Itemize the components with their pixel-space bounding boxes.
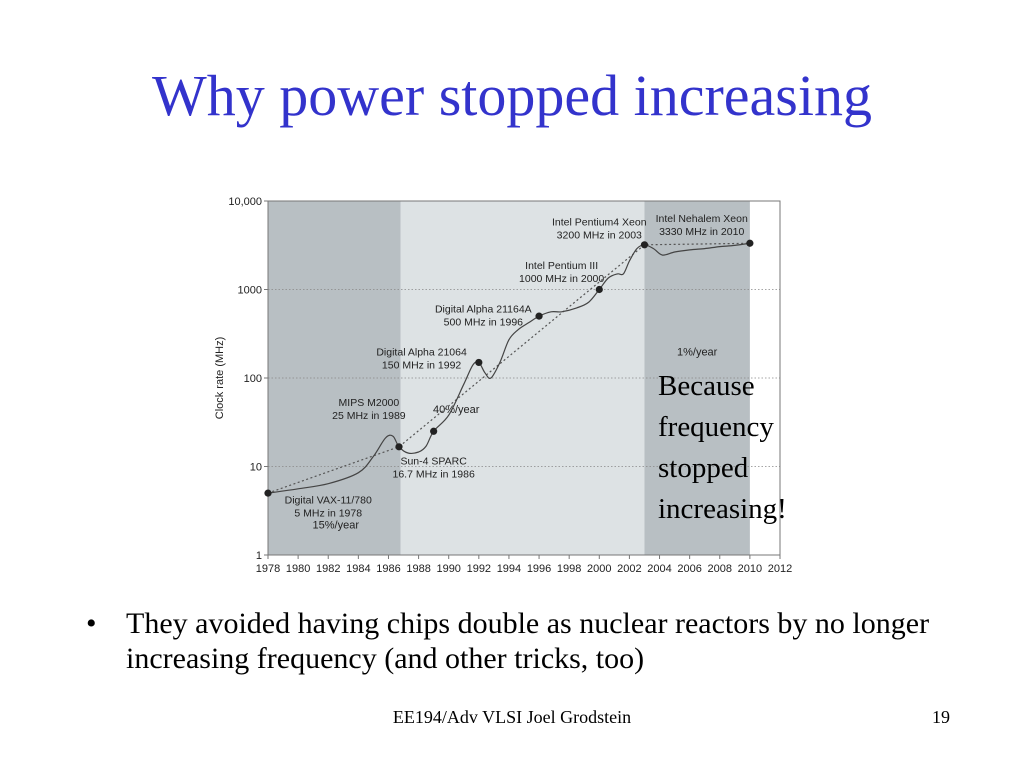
y-tick-label: 100 (244, 373, 262, 385)
x-tick-label: 1998 (557, 563, 581, 575)
callout-line: Because (658, 370, 755, 402)
slide-title: Why power stopped increasing (152, 63, 872, 128)
shaded-region (400, 201, 645, 555)
data-point (595, 285, 603, 294)
data-point (395, 443, 403, 451)
data-point-label-line: Digital Alpha 21064 (376, 346, 467, 358)
x-tick-label: 1994 (497, 563, 521, 575)
callout-text: Because frequency stopped increasing! (658, 366, 787, 530)
x-tick-label: 2004 (647, 563, 671, 575)
data-point (475, 358, 483, 367)
x-tick-label: 1992 (467, 563, 491, 575)
callout-line: increasing! (658, 493, 787, 525)
data-point-label: Intel Pentium4 Xeon 3200 MHz in 2003 (552, 216, 647, 241)
data-point-label-line: Intel Nehalem Xeon (656, 213, 748, 225)
region-rate-label: 40%/year (433, 404, 480, 416)
data-point-label-line: Sun-4 SPARC (400, 456, 467, 468)
data-point-label-line: Digital Alpha 21164A (435, 303, 532, 315)
y-tick-label: 1 (256, 550, 262, 562)
data-point-label: Intel Nehalem Xeon 3330 MHz in 2010 (656, 213, 748, 238)
callout-line: stopped (658, 452, 749, 484)
y-axis-label: Clock rate (MHz) (214, 337, 226, 420)
bullet-dot-icon: • (86, 607, 97, 640)
data-point-label-line: 25 MHz in 1989 (332, 410, 406, 422)
data-point-label-line: 3330 MHz in 2010 (659, 226, 744, 238)
data-point-label-line: 3200 MHz in 2003 (557, 229, 642, 241)
data-point-label-line: 16.7 MHz in 1986 (392, 469, 474, 481)
y-tick-label: 10 (250, 462, 262, 474)
y-tick-label: 10,000 (228, 196, 262, 208)
data-point-label-line: Intel Pentium4 Xeon (552, 216, 647, 228)
data-point-label-line: Intel Pentium III (525, 260, 598, 272)
data-point-label: Digital VAX-11/780 5 MHz in 1978 (285, 495, 372, 520)
plot-area: 1 10 100 1000 10,000 1978 1980 1982 1984 1986 1988… (214, 196, 792, 575)
x-tick-label: 1996 (527, 563, 551, 575)
data-point-label-line: Digital VAX-11/780 (285, 495, 372, 507)
data-point (264, 489, 272, 497)
data-point-label-line: 150 MHz in 1992 (382, 359, 462, 371)
x-tick-label: 1988 (406, 563, 430, 575)
data-point (640, 241, 649, 249)
x-tick-label: 2000 (587, 563, 611, 575)
x-tick-label: 1980 (286, 563, 310, 575)
y-tick-label: 1000 (238, 285, 262, 297)
data-point (535, 312, 543, 320)
shaded-region (644, 201, 750, 555)
x-tick-label: 2012 (768, 563, 792, 575)
x-tick-label: 1986 (376, 563, 400, 575)
clock-rate-chart: 1 10 100 1000 10,000 1978 1980 1982 1984 1986 1988… (214, 196, 792, 575)
region-rate-label: 1%/year (677, 346, 718, 358)
data-point-label: MIPS M2000 25 MHz in 1989 (332, 397, 406, 422)
x-tick-label: 1982 (316, 563, 340, 575)
x-tick-label: 2010 (738, 563, 762, 575)
data-point-label-line: 5 MHz in 1978 (294, 508, 362, 520)
data-point-label: Sun-4 SPARC 16.7 MHz in 1986 (392, 456, 474, 481)
trend-line (267, 242, 750, 494)
data-point-label-line: 500 MHz in 1996 (444, 316, 524, 328)
data-point-label: Digital Alpha 21064 150 MHz in 1992 (376, 346, 467, 371)
x-tick-label: 2008 (708, 563, 732, 575)
data-point (746, 239, 754, 247)
data-point-label-line: 1000 MHz in 2000 (519, 273, 604, 285)
data-point-label-line: MIPS M2000 (339, 397, 400, 409)
region-rate-label: 15%/year (313, 519, 360, 531)
x-tick-label: 2002 (617, 563, 641, 575)
x-tick-label: 1990 (436, 563, 460, 575)
callout-line: frequency (658, 411, 774, 443)
data-point (430, 427, 438, 435)
bullet-text: They avoided having chips double as nucl… (126, 607, 930, 675)
x-tick-label: 1984 (346, 563, 370, 575)
data-point-label: Digital Alpha 21164A 500 MHz in 1996 (435, 303, 532, 328)
data-point-label: Intel Pentium III 1000 MHz in 2000 (519, 260, 604, 285)
page-number: 19 (932, 707, 950, 727)
x-tick-label: 1978 (256, 563, 280, 575)
footer-text: EE194/Adv VLSI Joel Grodstein (392, 707, 632, 727)
x-tick-label: 2006 (677, 563, 701, 575)
